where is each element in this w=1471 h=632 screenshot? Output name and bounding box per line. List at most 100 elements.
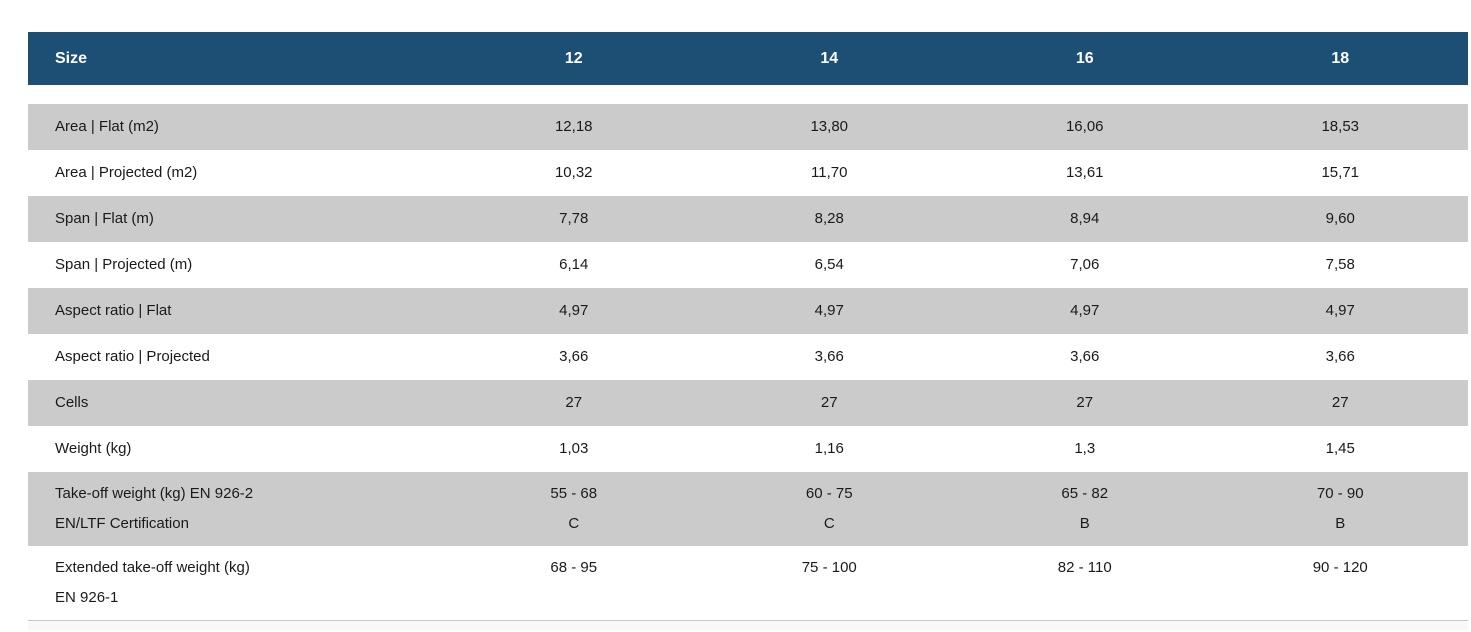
cell-value: 15,71 xyxy=(1213,158,1469,188)
cell-value: 12,18 xyxy=(446,112,702,142)
cell-value: 13,80 xyxy=(702,112,958,142)
value-line: 1,45 xyxy=(1325,440,1355,457)
value-line: 65 - 82 xyxy=(1061,485,1109,502)
cell-value: 8,28 xyxy=(702,204,958,234)
cell-value: 55 - 68 C xyxy=(446,479,702,539)
cell-value: 7,78 xyxy=(446,204,702,234)
table-header: Size 12 14 16 18 xyxy=(28,32,1468,85)
cell-value: 68 - 95 xyxy=(446,553,702,583)
row-label-line: Cells xyxy=(55,394,89,411)
header-size-column: 16 xyxy=(1075,49,1094,67)
value-line: 4,97 xyxy=(559,302,589,319)
cell-value: 7,06 xyxy=(957,250,1213,280)
table-row: Weight (kg) 1,03 1,16 1,3 1,45 xyxy=(28,426,1468,472)
cell-value: 11,70 xyxy=(702,158,958,188)
cell-value: 90 - 120 xyxy=(1213,553,1469,583)
value-line: 15,71 xyxy=(1321,164,1360,181)
cell-value: 70 - 90 B xyxy=(1213,479,1469,539)
cell-value: 10,32 xyxy=(446,158,702,188)
row-label: Cells xyxy=(28,388,446,418)
cell-value: 4,97 xyxy=(957,296,1213,326)
value-line: 55 - 68 xyxy=(550,485,598,502)
value-line: 7,78 xyxy=(559,210,589,227)
cell-value: 7,58 xyxy=(1213,250,1469,280)
cell-value: 75 - 100 xyxy=(702,553,958,583)
value-line: 8,94 xyxy=(1070,210,1100,227)
table-row: Cells 27 27 27 27 xyxy=(28,380,1468,426)
cell-value: 9,60 xyxy=(1213,204,1469,234)
value-line: 3,66 xyxy=(814,348,844,365)
cell-value: 6,54 xyxy=(702,250,958,280)
row-label-line: EN/LTF Certification xyxy=(55,515,189,532)
table-row: Area | Projected (m2) 10,32 11,70 13,61 15,7… xyxy=(28,150,1468,196)
value-line: 1,16 xyxy=(814,440,844,457)
value-line: 3,66 xyxy=(1325,348,1355,365)
header-size-column: 18 xyxy=(1331,49,1350,67)
value-line: 90 - 120 xyxy=(1312,559,1368,576)
value-line: 82 - 110 xyxy=(1057,559,1112,576)
value-line: C xyxy=(823,515,835,532)
value-line: 3,66 xyxy=(559,348,589,365)
cell-value: 65 - 82 B xyxy=(957,479,1213,539)
cell-value: 3,66 xyxy=(957,342,1213,372)
value-line: 68 - 95 xyxy=(550,559,598,576)
value-line: 1,3 xyxy=(1074,440,1096,457)
cell-value: 1,16 xyxy=(702,434,958,464)
cell-value: 13,61 xyxy=(957,158,1213,188)
table-row: Span | Flat (m) 7,78 8,28 8,94 9,60 xyxy=(28,196,1468,242)
value-line: 4,97 xyxy=(814,302,844,319)
cell-value: 8,94 xyxy=(957,204,1213,234)
cell-value: 3,66 xyxy=(702,342,958,372)
cell-value: 4,97 xyxy=(1213,296,1469,326)
value-line: 6,14 xyxy=(559,256,589,273)
table-row: Span | Projected (m) 6,14 6,54 7,06 7,58 xyxy=(28,242,1468,288)
table-row: Extended take-off weight (kg) EN 926-1 68 … xyxy=(28,546,1468,620)
table-footer xyxy=(28,620,1468,630)
table-row: Area | Flat (m2) 12,18 13,80 16,06 18,53 xyxy=(28,104,1468,150)
value-line: 8,28 xyxy=(814,210,844,227)
value-line: 13,80 xyxy=(810,118,849,135)
value-line: 3,66 xyxy=(1070,348,1100,365)
row-label-line: Area | Flat (m2) xyxy=(55,118,159,135)
row-label-line: Extended take-off weight (kg) xyxy=(55,559,250,576)
cell-value: 6,14 xyxy=(446,250,702,280)
row-label: Area | Projected (m2) xyxy=(28,158,446,188)
header-size-label: Size xyxy=(55,49,88,67)
row-label: Weight (kg) xyxy=(28,434,446,464)
value-line: 10,32 xyxy=(554,164,593,181)
value-line: 7,06 xyxy=(1070,256,1100,273)
value-line: 4,97 xyxy=(1325,302,1355,319)
row-label: Take-off weight (kg) EN 926-2 EN/LTF Cert… xyxy=(28,479,446,539)
row-label: Aspect ratio | Flat xyxy=(28,296,446,326)
value-line: 11,70 xyxy=(811,164,848,181)
value-line: 1,03 xyxy=(559,440,589,457)
row-label-line: Span | Projected (m) xyxy=(55,256,193,273)
value-line: 16,06 xyxy=(1065,118,1104,135)
value-line: 13,61 xyxy=(1065,164,1104,181)
value-line: 27 xyxy=(1076,394,1094,411)
row-label: Extended take-off weight (kg) EN 926-1 xyxy=(28,553,446,613)
row-label: Area | Flat (m2) xyxy=(28,112,446,142)
value-line: 18,53 xyxy=(1321,118,1360,135)
table-row: Take-off weight (kg) EN 926-2 EN/LTF Cert… xyxy=(28,472,1468,546)
cell-value: 60 - 75 C xyxy=(702,479,958,539)
cell-value: 3,66 xyxy=(446,342,702,372)
row-label-line: Take-off weight (kg) EN 926-2 xyxy=(55,485,254,502)
cell-value: 82 - 110 xyxy=(957,553,1213,583)
row-label: Span | Projected (m) xyxy=(28,250,446,280)
row-label-line: Weight (kg) xyxy=(55,440,132,457)
row-label-line: Span | Flat (m) xyxy=(55,210,154,227)
row-label-line: EN 926-1 xyxy=(55,589,119,606)
value-line: C xyxy=(568,515,580,532)
cell-value: 1,3 xyxy=(957,434,1213,464)
cell-value: 3,66 xyxy=(1213,342,1469,372)
value-line: 12,18 xyxy=(554,118,593,135)
cell-value: 1,45 xyxy=(1213,434,1469,464)
table-row: Aspect ratio | Projected 3,66 3,66 3,66 3,66 xyxy=(28,334,1468,380)
row-label-line: Area | Projected (m2) xyxy=(55,164,198,181)
value-line: 60 - 75 xyxy=(805,485,853,502)
value-line: B xyxy=(1079,515,1090,532)
cell-value: 1,03 xyxy=(446,434,702,464)
value-line: 27 xyxy=(565,394,583,411)
value-line: 6,54 xyxy=(814,256,844,273)
